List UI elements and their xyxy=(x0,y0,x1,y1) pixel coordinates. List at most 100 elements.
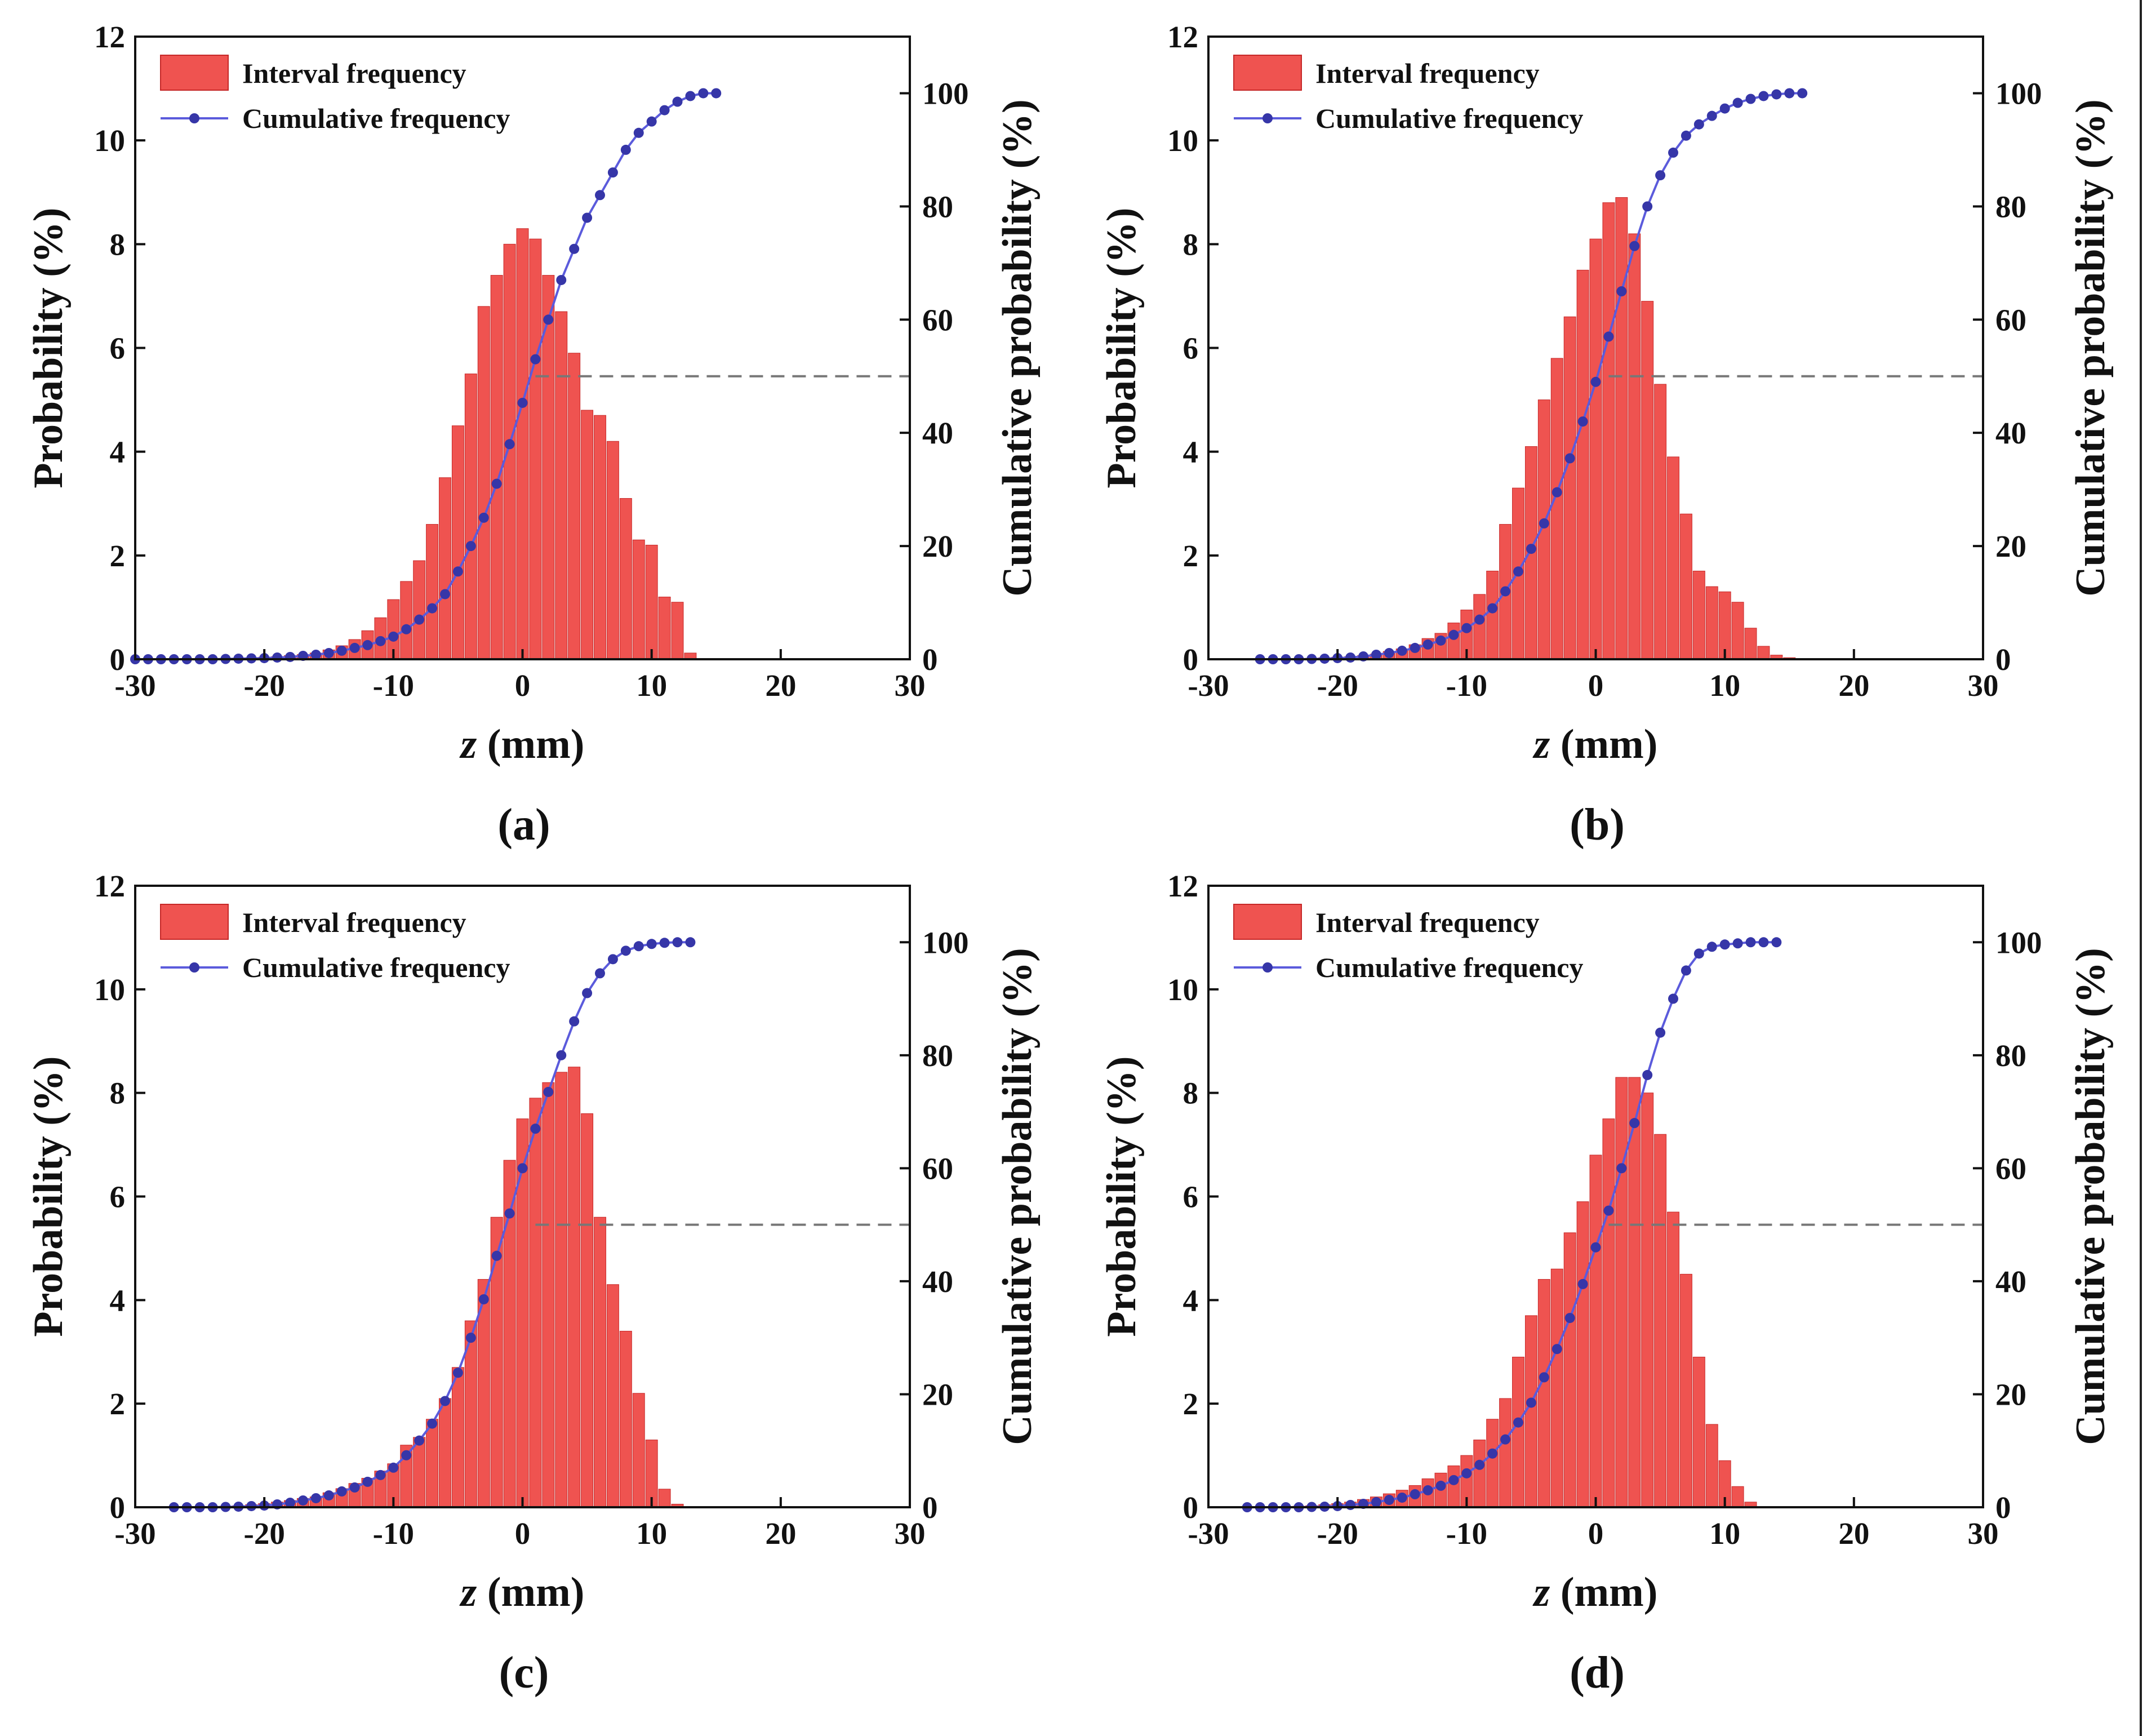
histogram-bar xyxy=(1628,233,1641,660)
cumulative-point xyxy=(297,1495,308,1506)
cumulative-point xyxy=(607,167,618,178)
cumulative-point xyxy=(595,190,605,201)
cumulative-point xyxy=(323,1490,334,1500)
cumulative-point xyxy=(285,651,295,662)
y-tick-label: 10 xyxy=(1167,123,1198,158)
y2-tick-label: 80 xyxy=(922,1038,953,1073)
cumulative-point xyxy=(414,1435,425,1446)
cumulative-point xyxy=(659,105,670,116)
histogram-bar xyxy=(1692,1356,1705,1508)
y2-tick-label: 40 xyxy=(922,1264,953,1299)
y-tick-label: 2 xyxy=(110,539,126,573)
cumulative-point xyxy=(1371,1497,1381,1507)
cumulative-point xyxy=(310,1493,321,1503)
histogram-bar xyxy=(632,1393,645,1508)
y-tick-label: 12 xyxy=(1167,869,1198,903)
y-axis-title: Probability (%) xyxy=(25,207,72,488)
cumulative-point xyxy=(582,212,593,223)
cumulative-point xyxy=(452,566,463,577)
histogram-bar xyxy=(555,311,568,660)
cumulative-point xyxy=(414,614,425,625)
cumulative-point xyxy=(1487,1448,1498,1459)
x-tick-label: -10 xyxy=(373,1516,414,1551)
histogram-bar xyxy=(619,1330,632,1508)
histogram-bar xyxy=(1512,1356,1524,1508)
cumulative-point xyxy=(1539,1372,1549,1383)
histogram-bar xyxy=(1576,1201,1589,1508)
y-axis-title: Probability (%) xyxy=(25,1056,72,1337)
y2-tick-label: 60 xyxy=(922,1151,953,1186)
x-tick-label: -20 xyxy=(244,1516,285,1551)
histogram-bar xyxy=(1731,602,1744,660)
x-tick-label: 30 xyxy=(1968,1516,1999,1551)
x-axis-variable: z xyxy=(1532,1569,1550,1615)
cumulative-point xyxy=(491,1250,502,1261)
cumulative-point xyxy=(285,1497,295,1508)
histogram-bar xyxy=(464,374,477,660)
cumulative-point xyxy=(1719,939,1730,950)
histogram-bar xyxy=(426,1419,439,1508)
cumulative-point xyxy=(1784,88,1795,99)
y-axis-title: Probability (%) xyxy=(1099,207,1145,488)
cumulative-point xyxy=(659,938,670,948)
legend-swatch-marker xyxy=(189,962,199,973)
x-tick-label: 10 xyxy=(1709,1516,1740,1551)
cumulative-point xyxy=(1410,642,1420,653)
cumulative-point xyxy=(556,274,567,285)
cumulative-point xyxy=(1461,623,1472,633)
cumulative-point xyxy=(1397,645,1407,656)
x-tick-label: -20 xyxy=(1317,668,1358,703)
histogram-bar xyxy=(477,306,490,660)
histogram-bar xyxy=(1757,646,1770,660)
cumulative-point xyxy=(1564,453,1575,464)
y2-tick-label: 100 xyxy=(1995,76,2042,110)
histogram-bar xyxy=(1589,238,1602,660)
legend-swatch-marker xyxy=(189,113,199,123)
histogram-bar xyxy=(619,498,632,660)
legend-swatch-bars xyxy=(160,904,229,940)
x-axis-title: z (mm) xyxy=(1532,721,1658,767)
cumulative-point xyxy=(1435,635,1446,646)
y-tick-label: 10 xyxy=(1167,973,1198,1007)
y2-tick-label: 60 xyxy=(922,303,953,337)
histogram-bar xyxy=(1473,594,1486,660)
cumulative-point xyxy=(246,1500,257,1511)
histogram-bar xyxy=(606,1284,619,1508)
y2-tick-label: 0 xyxy=(922,642,938,677)
cumulative-point xyxy=(1616,286,1627,297)
cumulative-point xyxy=(1345,1499,1356,1510)
x-axis-title: z (mm) xyxy=(1532,1569,1658,1615)
legend-label-interval: Interval frequency xyxy=(242,57,466,89)
x-tick-label: -30 xyxy=(114,1516,155,1551)
histogram-bar xyxy=(658,597,671,660)
cumulative-point xyxy=(310,649,321,660)
histogram-bar xyxy=(400,581,413,660)
cumulative-point xyxy=(336,1486,347,1497)
histogram-bar xyxy=(1563,316,1576,660)
histogram-bar xyxy=(1615,197,1628,660)
histogram-bar xyxy=(542,1082,555,1508)
histogram-bar xyxy=(1641,301,1654,660)
y-tick-label: 8 xyxy=(1183,1076,1199,1111)
cumulative-point xyxy=(633,941,644,952)
cumulative-point xyxy=(504,439,515,450)
cumulative-point xyxy=(1616,1163,1627,1174)
x-tick-label: -10 xyxy=(1446,668,1487,703)
legend-swatch-bars xyxy=(1233,904,1302,940)
cumulative-point xyxy=(323,647,334,658)
cumulative-point xyxy=(478,512,489,523)
x-tick-label: 30 xyxy=(895,1516,926,1551)
cumulative-point xyxy=(1745,94,1756,104)
cumulative-point xyxy=(685,937,696,948)
cumulative-point xyxy=(1448,629,1459,640)
x-tick-label: 10 xyxy=(1709,668,1740,703)
histogram-bar xyxy=(529,1098,542,1508)
cumulative-point xyxy=(1758,91,1769,101)
histogram-bar xyxy=(568,1067,581,1508)
cumulative-point xyxy=(1642,201,1653,212)
cumulative-point xyxy=(388,631,399,642)
cumulative-point xyxy=(1474,1459,1485,1470)
y-tick-label: 6 xyxy=(110,331,126,366)
y2-tick-label: 20 xyxy=(922,1377,953,1411)
